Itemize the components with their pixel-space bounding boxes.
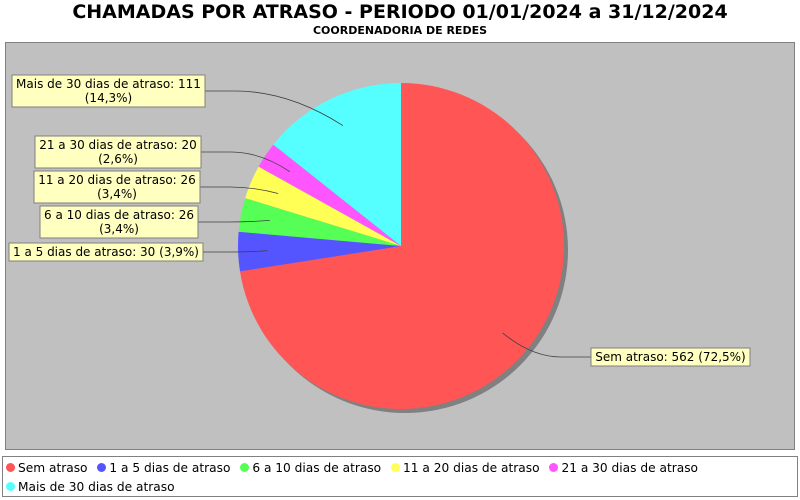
legend-label: 1 a 5 dias de atraso — [109, 461, 231, 475]
slice-label-text: 6 a 10 dias de atraso: 26 — [44, 208, 194, 222]
plot-area: Sem atraso: 562 (72,5%) 1 a 5 dias de atr… — [5, 42, 795, 450]
leader-line — [203, 250, 268, 253]
chart-title: CHAMADAS POR ATRASO - PERIODO 01/01/2024… — [72, 1, 728, 23]
slice-label: 1 a 5 dias de atraso: 30 (3,9%) — [8, 242, 204, 262]
legend-swatch — [240, 463, 250, 472]
pie-slice — [238, 198, 401, 246]
legend-swatch — [6, 463, 15, 472]
leader-line — [201, 151, 291, 173]
slice-label-text: 1 a 5 dias de atraso: 30 (3,9%) — [13, 245, 199, 259]
slice-label-box — [33, 170, 201, 204]
chart-subtitle: COORDENADORIA DE REDES — [312, 24, 488, 37]
legend-item: 11 a 20 dias de atraso — [391, 459, 540, 478]
slice-label: 6 a 10 dias de atraso: 26(3,4%) — [39, 205, 199, 239]
slice-label: Mais de 30 dias de atraso: 111(14,3%) — [11, 74, 206, 108]
legend-item: Sem atraso — [6, 459, 88, 478]
legend-label: Sem atraso — [18, 461, 88, 475]
pie-slice — [273, 83, 401, 246]
pie-slice — [239, 83, 564, 409]
legend-swatch — [549, 463, 559, 472]
slice-label-text: 11 a 20 dias de atraso: 26 — [38, 173, 196, 187]
slice-label-text: Mais de 30 dias de atraso: 111 — [16, 77, 201, 91]
slice-label-text: (2,6%) — [98, 152, 138, 166]
slice-label-box — [34, 135, 202, 169]
slice-labels: Sem atraso: 562 (72,5%) 1 a 5 dias de atr… — [8, 74, 751, 367]
slice-label-text: Sem atraso: 562 (72,5%) — [595, 350, 746, 364]
slice-label-box — [590, 347, 751, 367]
slice-label-box — [8, 242, 204, 262]
slice-label-text: 21 a 30 dias de atraso: 20 — [39, 138, 197, 152]
slice-label-text: (3,4%) — [97, 187, 137, 201]
legend-swatch — [97, 463, 107, 472]
legend-item: 21 a 30 dias de atraso — [549, 459, 698, 478]
legend-item: Mais de 30 dias de atraso — [6, 478, 175, 497]
legend-label: 21 a 30 dias de atraso — [561, 461, 699, 475]
slice-label: 11 a 20 dias de atraso: 26(3,4%) — [33, 170, 201, 204]
legend-swatch — [391, 463, 401, 472]
pie-slice — [238, 231, 401, 272]
leader-line — [200, 186, 279, 194]
pie-slice — [258, 144, 401, 246]
leader-line — [502, 332, 591, 358]
leader-line — [198, 220, 270, 223]
leader-line — [205, 90, 344, 126]
pie-chart: Sem atraso: 562 (72,5%) 1 a 5 dias de atr… — [8, 74, 751, 413]
pie-slice — [245, 166, 401, 246]
legend-item: 6 a 10 dias de atraso — [240, 459, 381, 478]
legend-label: 6 a 10 dias de atraso — [252, 461, 382, 475]
slice-label: 21 a 30 dias de atraso: 20(2,6%) — [34, 135, 202, 169]
legend: Sem atraso 1 a 5 dias de atraso 6 a 10 d… — [2, 456, 798, 497]
legend-item: 1 a 5 dias de atraso — [97, 459, 230, 478]
legend-swatch — [6, 482, 15, 491]
legend-label: 11 a 20 dias de atraso — [403, 461, 540, 475]
slice-label: Sem atraso: 562 (72,5%) — [590, 347, 751, 367]
slice-label-text: (14,3%) — [85, 91, 132, 105]
slice-label-box — [11, 74, 206, 108]
slice-label-box — [39, 205, 199, 239]
legend-label: Mais de 30 dias de atraso — [18, 480, 175, 494]
slice-label-text: (3,4%) — [99, 222, 139, 236]
